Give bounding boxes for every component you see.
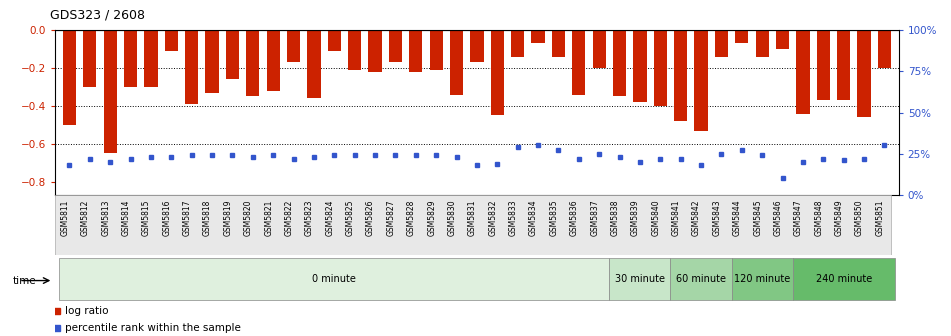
Bar (878, 30, 891, 68)
Text: GDS323 / 2608: GDS323 / 2608 (50, 8, 146, 22)
Text: GSM5813: GSM5813 (101, 200, 110, 236)
Text: GSM5849: GSM5849 (835, 200, 844, 236)
FancyBboxPatch shape (670, 258, 731, 300)
Text: GSM5851: GSM5851 (876, 200, 884, 236)
FancyBboxPatch shape (55, 195, 890, 255)
FancyBboxPatch shape (793, 258, 895, 300)
Bar (755, 30, 768, 57)
Bar (613, 30, 626, 96)
Bar (246, 30, 260, 96)
Text: GSM5825: GSM5825 (345, 200, 355, 236)
Text: GSM5847: GSM5847 (794, 200, 803, 236)
Bar (287, 30, 301, 62)
Text: GSM5843: GSM5843 (712, 200, 722, 236)
Text: percentile rank within the sample: percentile rank within the sample (65, 323, 241, 333)
Text: GSM5833: GSM5833 (509, 200, 517, 236)
Text: GSM5845: GSM5845 (753, 200, 762, 236)
Text: GSM5822: GSM5822 (284, 200, 294, 236)
Bar (165, 30, 178, 51)
Text: GSM5838: GSM5838 (611, 200, 619, 236)
Bar (633, 30, 647, 102)
Text: GSM5850: GSM5850 (855, 200, 864, 236)
Bar (225, 30, 239, 79)
Bar (674, 30, 688, 121)
Text: 60 minute: 60 minute (676, 274, 726, 284)
Bar (307, 30, 320, 98)
Text: GSM5839: GSM5839 (631, 200, 640, 236)
Bar (145, 30, 158, 87)
Text: 0 minute: 0 minute (312, 274, 357, 284)
Bar (796, 30, 809, 114)
Text: 240 minute: 240 minute (816, 274, 872, 284)
Text: GSM5844: GSM5844 (733, 200, 742, 236)
FancyBboxPatch shape (731, 258, 793, 300)
Text: GSM5832: GSM5832 (488, 200, 497, 236)
Text: GSM5815: GSM5815 (142, 200, 151, 236)
Text: GSM5831: GSM5831 (468, 200, 476, 236)
Text: GSM5823: GSM5823 (305, 200, 314, 236)
Bar (532, 30, 545, 43)
Text: GSM5827: GSM5827 (386, 200, 396, 236)
Text: GSM5826: GSM5826 (366, 200, 375, 236)
Text: GSM5842: GSM5842 (692, 200, 701, 236)
FancyBboxPatch shape (59, 258, 610, 300)
Text: GSM5848: GSM5848 (814, 200, 824, 236)
Bar (715, 30, 728, 57)
Text: GSM5817: GSM5817 (183, 200, 192, 236)
Bar (104, 30, 117, 153)
Text: GSM5830: GSM5830 (448, 200, 456, 236)
Bar (205, 30, 219, 93)
Text: GSM5828: GSM5828 (407, 200, 416, 236)
Bar (450, 30, 463, 94)
FancyBboxPatch shape (610, 258, 670, 300)
Text: 120 minute: 120 minute (734, 274, 790, 284)
Text: GSM5840: GSM5840 (651, 200, 660, 236)
Text: GSM5812: GSM5812 (81, 200, 89, 236)
Text: GSM5821: GSM5821 (264, 200, 273, 236)
Bar (573, 30, 586, 94)
Text: GSM5811: GSM5811 (61, 200, 69, 236)
Bar (776, 30, 789, 49)
Bar (653, 30, 667, 106)
Bar (409, 30, 422, 72)
Bar (471, 30, 483, 62)
Text: GSM5835: GSM5835 (550, 200, 558, 236)
Bar (694, 30, 708, 131)
Text: GSM5818: GSM5818 (204, 200, 212, 236)
Text: log ratio: log ratio (65, 306, 108, 316)
Bar (185, 30, 199, 104)
Bar (837, 30, 850, 100)
Bar (858, 30, 871, 117)
Text: GSM5824: GSM5824 (325, 200, 335, 236)
Bar (348, 30, 361, 70)
Text: GSM5846: GSM5846 (773, 200, 783, 236)
Text: GSM5814: GSM5814 (122, 200, 130, 236)
Text: time: time (12, 276, 36, 286)
Text: GSM5829: GSM5829 (427, 200, 437, 236)
Bar (430, 30, 443, 70)
Bar (328, 30, 340, 51)
Bar (592, 30, 606, 68)
Text: GSM5836: GSM5836 (570, 200, 579, 236)
Bar (491, 30, 504, 115)
Text: 30 minute: 30 minute (615, 274, 665, 284)
Bar (124, 30, 137, 87)
Text: GSM5816: GSM5816 (163, 200, 171, 236)
Bar (63, 30, 76, 125)
Bar (83, 30, 96, 87)
Text: GSM5837: GSM5837 (591, 200, 599, 236)
Bar (368, 30, 381, 72)
Text: GSM5841: GSM5841 (671, 200, 681, 236)
Bar (511, 30, 524, 57)
Text: GSM5820: GSM5820 (243, 200, 253, 236)
Bar (817, 30, 830, 100)
Bar (735, 30, 748, 43)
Bar (552, 30, 565, 57)
Text: GSM5819: GSM5819 (223, 200, 232, 236)
Text: GSM5834: GSM5834 (529, 200, 538, 236)
Bar (266, 30, 280, 91)
Bar (389, 30, 402, 62)
